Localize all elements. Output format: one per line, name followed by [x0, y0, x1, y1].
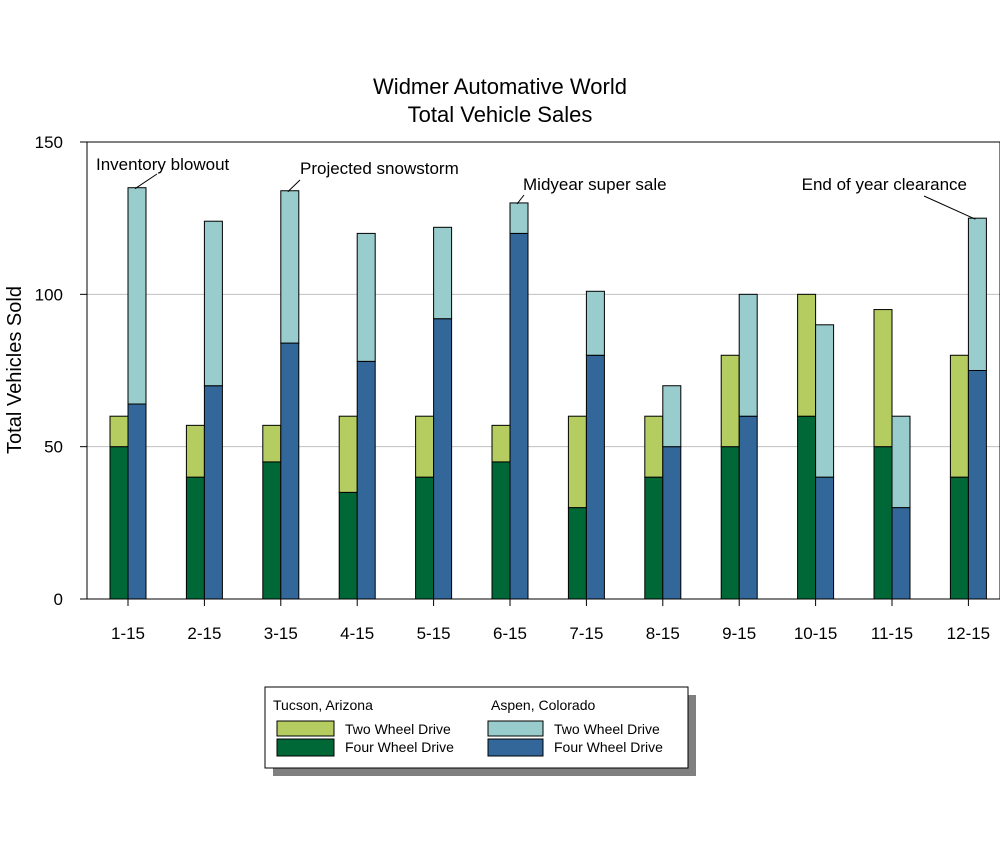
- chart-title-line-1: Widmer Automative World: [373, 74, 627, 99]
- bar-tucson-two-wheel-drive: [415, 415, 435, 478]
- x-tick-label: 12-15: [947, 624, 990, 643]
- annotation-leader-line: [923, 195, 976, 220]
- x-tick-label: 5-15: [417, 624, 451, 643]
- chart-title-line-2: Total Vehicle Sales: [408, 102, 593, 127]
- bar-aspen-two-wheel-drive: [509, 202, 529, 234]
- y-axis: 0 50 100 150: [35, 133, 87, 609]
- bar-tucson-four-wheel-drive: [185, 476, 205, 600]
- legend-swatch-tucson-four-wheel: [276, 738, 335, 757]
- annotation-leader-line: [287, 179, 301, 193]
- x-tick-label: 1-15: [111, 624, 145, 643]
- bar-tucson-four-wheel-drive: [338, 491, 358, 600]
- bar-tucson-four-wheel-drive: [797, 415, 817, 600]
- annotation-label: Projected snowstorm: [300, 159, 459, 178]
- legend-label-aspen-two-wheel: Two Wheel Drive: [554, 721, 660, 737]
- bar-aspen-four-wheel-drive: [585, 354, 605, 600]
- bar-tucson-two-wheel-drive: [262, 424, 282, 463]
- bar-aspen-four-wheel-drive: [891, 507, 911, 600]
- legend-label-tucson-four-wheel: Four Wheel Drive: [345, 739, 454, 755]
- legend-swatch-tucson-two-wheel: [276, 720, 335, 737]
- annotations: Inventory blowout Projected snowstorm Midy…: [96, 155, 976, 220]
- bar-aspen-two-wheel-drive: [585, 290, 605, 356]
- bar-aspen-two-wheel-drive: [738, 293, 758, 417]
- bar-aspen-two-wheel-drive: [433, 226, 453, 320]
- bars: [109, 187, 987, 600]
- bar-tucson-two-wheel-drive: [797, 293, 817, 417]
- legend-swatch-aspen-two-wheel: [487, 720, 544, 737]
- bar-aspen-two-wheel-drive: [280, 190, 300, 344]
- x-tick-label: 8-15: [646, 624, 680, 643]
- bar-tucson-two-wheel-drive: [873, 309, 893, 448]
- bar-aspen-four-wheel-drive: [509, 232, 529, 600]
- bar-aspen-four-wheel-drive: [433, 318, 453, 600]
- bar-aspen-four-wheel-drive: [203, 385, 223, 600]
- legend-group-title-tucson: Tucson, Arizona: [273, 697, 373, 713]
- bar-tucson-four-wheel-drive: [262, 461, 282, 600]
- annotation-label: End of year clearance: [802, 175, 967, 194]
- gridlines: [87, 293, 1000, 448]
- bar-tucson-two-wheel-drive: [185, 424, 205, 478]
- bar-tucson-four-wheel-drive: [644, 476, 664, 600]
- bar-aspen-two-wheel-drive: [967, 217, 987, 371]
- x-tick-label: 3-15: [264, 624, 298, 643]
- bar-aspen-two-wheel-drive: [127, 187, 147, 405]
- legend-label-aspen-four-wheel: Four Wheel Drive: [554, 739, 663, 755]
- bar-tucson-four-wheel-drive: [720, 446, 740, 600]
- bar-tucson-four-wheel-drive: [491, 461, 511, 600]
- bar-tucson-four-wheel-drive: [415, 476, 435, 600]
- x-tick-label: 2-15: [187, 624, 221, 643]
- plot-frame: [86, 141, 1000, 600]
- bar-aspen-two-wheel-drive: [662, 385, 682, 448]
- legend-group-title-aspen: Aspen, Colorado: [491, 697, 596, 713]
- bar-aspen-two-wheel-drive: [356, 232, 376, 362]
- bar-aspen-four-wheel-drive: [738, 415, 758, 600]
- x-tick-label: 6-15: [493, 624, 527, 643]
- bar-tucson-two-wheel-drive: [720, 354, 740, 448]
- bar-tucson-two-wheel-drive: [109, 415, 129, 448]
- y-tick-label: 100: [35, 285, 63, 304]
- bar-aspen-four-wheel-drive: [280, 342, 300, 600]
- bar-aspen-four-wheel-drive: [356, 360, 376, 600]
- bar-tucson-four-wheel-drive: [567, 507, 587, 600]
- annotation-label: Inventory blowout: [96, 155, 230, 174]
- bar-aspen-four-wheel-drive: [127, 403, 147, 600]
- y-tick-label: 150: [35, 133, 63, 152]
- bar-tucson-two-wheel-drive: [567, 415, 587, 509]
- bar-aspen-two-wheel-drive: [815, 324, 835, 478]
- bar-tucson-four-wheel-drive: [109, 446, 129, 600]
- bar-tucson-two-wheel-drive: [949, 354, 969, 478]
- y-axis-label: Total Vehicles Sold: [4, 286, 26, 454]
- bar-tucson-two-wheel-drive: [644, 415, 664, 478]
- x-tick-label: 11-15: [871, 624, 913, 643]
- x-tick-label: 9-15: [722, 624, 756, 643]
- annotation-leader-line: [516, 194, 525, 205]
- legend-label-tucson-two-wheel: Two Wheel Drive: [345, 721, 451, 737]
- x-tick-label: 4-15: [340, 624, 374, 643]
- bar-aspen-two-wheel-drive: [203, 220, 223, 387]
- annotation-leader-line: [134, 173, 158, 190]
- bar-aspen-four-wheel-drive: [967, 370, 987, 600]
- annotation-label: Midyear super sale: [523, 175, 667, 194]
- bar-tucson-two-wheel-drive: [338, 415, 358, 493]
- bar-aspen-two-wheel-drive: [891, 415, 911, 509]
- bar-tucson-four-wheel-drive: [949, 476, 969, 600]
- legend-box: [264, 686, 689, 769]
- x-tick-label: 10-15: [794, 624, 837, 643]
- x-tick-label: 7-15: [569, 624, 603, 643]
- legend: Tucson, Arizona Two Wheel Drive Four Whe…: [264, 686, 696, 776]
- bar-aspen-four-wheel-drive: [815, 476, 835, 600]
- y-tick-label: 50: [44, 438, 63, 457]
- y-tick-label: 0: [54, 590, 63, 609]
- bar-tucson-two-wheel-drive: [491, 424, 511, 463]
- bar-aspen-four-wheel-drive: [662, 446, 682, 600]
- legend-swatch-aspen-four-wheel: [487, 738, 544, 757]
- x-axis: 1-15 2-15 3-15 4-15 5-15 6-15 7-15 8-15 9-15 10-1…: [111, 599, 990, 643]
- bar-tucson-four-wheel-drive: [873, 446, 893, 600]
